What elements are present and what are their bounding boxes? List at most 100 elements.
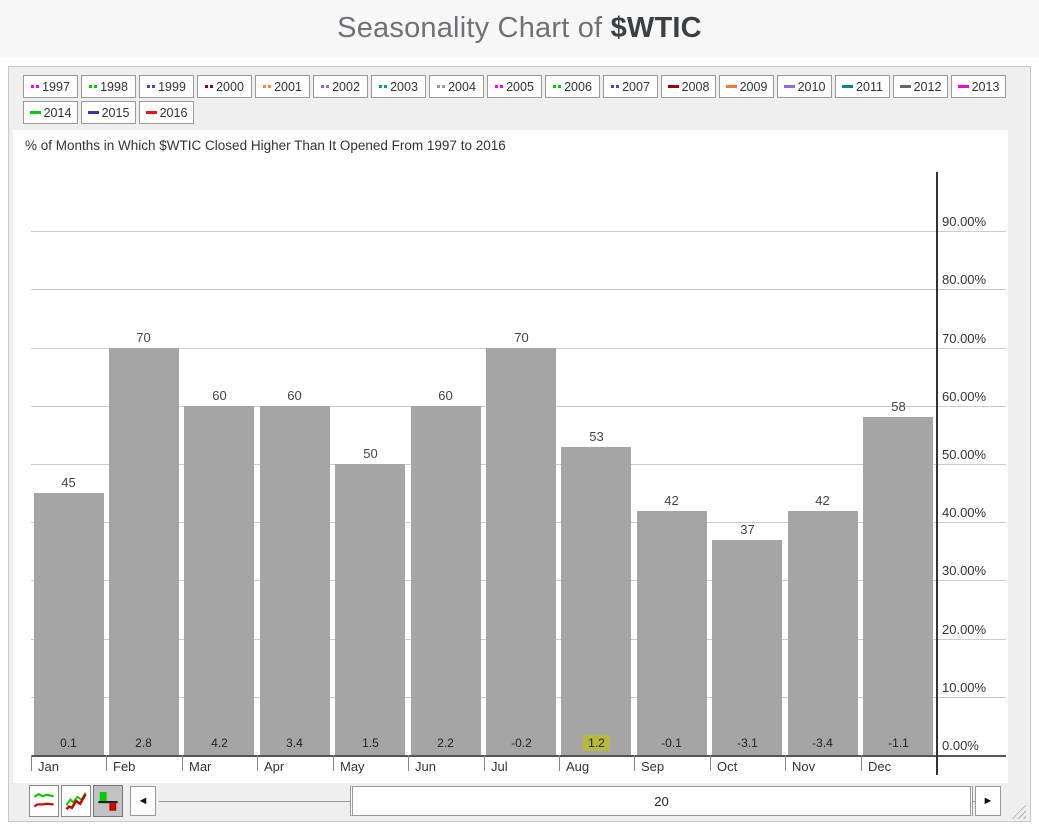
month-tick (257, 755, 258, 771)
page-title-prefix: Seasonality Chart of (337, 12, 603, 44)
bar[interactable] (411, 406, 481, 755)
dash-line-marker-icon (783, 85, 795, 88)
month-tick (861, 755, 862, 771)
overlay-lines-chart-button[interactable] (61, 785, 91, 817)
legend-year-button[interactable]: 2000 (197, 75, 252, 98)
month-tick (31, 755, 32, 771)
separate-lines-chart-button[interactable] (29, 785, 59, 817)
legend-year-label: 2001 (274, 79, 302, 94)
left-arrow-icon: ◄ (137, 795, 149, 807)
legend-year-button[interactable]: 2006 (545, 75, 600, 98)
bar-value-label: 42 (664, 493, 679, 508)
bar[interactable] (109, 348, 179, 755)
legend-year-button[interactable]: 2001 (255, 75, 310, 98)
bar-footer-value: 2.2 (408, 736, 483, 750)
legend-year-button[interactable]: 2010 (777, 75, 832, 98)
scroll-left-button[interactable]: ◄ (130, 786, 156, 816)
bar-footer-value: -3.4 (785, 736, 860, 750)
month-tick (634, 755, 635, 771)
month-tick (559, 755, 560, 771)
legend-year-button[interactable]: 2003 (371, 75, 426, 98)
month-tick (408, 755, 409, 771)
gridline (31, 231, 1006, 232)
footer-value: -3.4 (812, 736, 833, 750)
legend-year-label: 2004 (448, 79, 476, 94)
legend-year-button[interactable]: 2015 (81, 101, 136, 124)
legend-year-label: 1999 (158, 79, 186, 94)
dotted-line-marker-icon (89, 85, 98, 88)
legend-year-button[interactable]: 1997 (23, 75, 78, 98)
legend-year-button[interactable]: 2011 (835, 75, 890, 98)
page-title: Seasonality Chart of $WTIC (337, 12, 702, 45)
bar[interactable] (184, 406, 254, 755)
bar[interactable] (637, 511, 707, 755)
bar[interactable] (335, 464, 405, 755)
bar[interactable] (561, 447, 631, 755)
dotted-line-marker-icon (495, 85, 504, 88)
bar-value-label: 70 (136, 330, 151, 345)
legend-year-label: 2008 (681, 79, 710, 94)
footer-value: -0.1 (661, 736, 682, 750)
legend-year-button[interactable]: 2007 (603, 75, 658, 98)
legend-year-button[interactable]: 1998 (81, 75, 136, 98)
legend-year-button[interactable]: 1999 (139, 75, 194, 98)
dash-line-marker-icon (145, 111, 157, 114)
year-legend: 1997 1998 1999 2000 2001 2002 2003 2004 2005 2006… (23, 75, 1025, 124)
month-label: Jun (415, 759, 436, 774)
bar[interactable] (863, 417, 933, 755)
bar[interactable] (34, 493, 104, 755)
bar[interactable] (260, 406, 330, 755)
legend-year-button[interactable]: 2016 (139, 101, 194, 124)
bar[interactable] (486, 348, 556, 755)
bottom-toolbar: ◄ 20 ► (9, 784, 1030, 821)
bar-footer-value: 1.5 (333, 736, 408, 750)
legend-year-button[interactable]: 2004 (429, 75, 484, 98)
legend-year-label: 2013 (971, 79, 1000, 94)
legend-year-label: 2005 (506, 79, 534, 94)
dash-line-marker-icon (899, 85, 911, 88)
bar-footer-value: 1.2 (559, 735, 634, 751)
chart-heading: % of Months in Which $WTIC Closed Higher… (25, 138, 506, 153)
scrollbar-thumb[interactable]: 20 (350, 786, 973, 816)
chart-area: % of Months in Which $WTIC Closed Higher… (13, 130, 1008, 783)
gridline (31, 289, 1006, 290)
legend-year-button[interactable]: 2012 (893, 75, 948, 98)
legend-year-button[interactable]: 2008 (661, 75, 716, 98)
month-label: Aug (566, 759, 590, 774)
dash-line-marker-icon (667, 85, 679, 88)
chart-type-buttons (29, 785, 123, 817)
legend-year-button[interactable]: 2005 (487, 75, 542, 98)
bar-value-label: 60 (287, 388, 302, 403)
month-tick (106, 755, 107, 771)
legend-year-label: 2007 (622, 79, 650, 94)
seasonality-widget: 1997 1998 1999 2000 2001 2002 2003 2004 2005 2006… (8, 66, 1031, 822)
month-tick (710, 755, 711, 771)
bar[interactable] (712, 540, 782, 755)
legend-year-label: 2003 (390, 79, 418, 94)
footer-value: 0.1 (60, 736, 77, 750)
y-axis-label: 40.00% (942, 505, 987, 520)
bar-footer-value: 4.2 (182, 736, 257, 750)
legend-year-button[interactable]: 2002 (313, 75, 368, 98)
y-axis-label: 10.00% (942, 680, 987, 695)
bar-value-label: 53 (589, 429, 604, 444)
dash-line-marker-icon (725, 85, 737, 88)
legend-year-button[interactable]: 2009 (719, 75, 774, 98)
dotted-line-marker-icon (437, 85, 446, 88)
bar-value-label: 70 (514, 330, 529, 345)
y-axis-label: 50.00% (942, 447, 987, 462)
scroll-right-button[interactable]: ► (975, 786, 1001, 816)
dash-line-marker-icon (29, 111, 41, 114)
month-label: May (340, 759, 365, 774)
legend-year-button[interactable]: 2013 (951, 75, 1006, 98)
page-title-symbol: $WTIC (610, 12, 702, 44)
highlighted-footer-value: 1.2 (583, 735, 610, 751)
y-axis-label: 90.00% (942, 214, 987, 229)
month-label: Dec (868, 759, 892, 774)
right-arrow-icon: ► (982, 795, 994, 807)
bar-chart-button[interactable] (93, 785, 123, 817)
legend-year-button[interactable]: 2014 (23, 101, 78, 124)
bar[interactable] (788, 511, 858, 755)
footer-value: 3.4 (286, 736, 303, 750)
gridline (31, 755, 1006, 757)
